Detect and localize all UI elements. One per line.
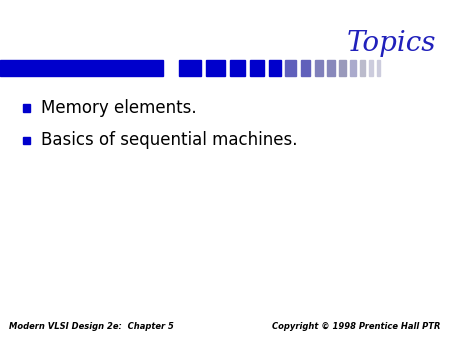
Bar [369,60,373,76]
Bar [315,60,323,76]
Bar [350,60,356,76]
Bar [22,104,30,112]
Bar [22,137,30,144]
Bar [360,60,364,76]
Bar [0,60,163,76]
Bar [301,60,310,76]
Text: Basics of sequential machines.: Basics of sequential machines. [41,131,298,149]
Bar [269,60,281,76]
Text: Memory elements.: Memory elements. [41,99,197,117]
Bar [285,60,296,76]
Bar [327,60,335,76]
Bar [179,60,201,76]
Text: Modern VLSI Design 2e:  Chapter 5: Modern VLSI Design 2e: Chapter 5 [9,322,174,331]
Text: Copyright © 1998 Prentice Hall PTR: Copyright © 1998 Prentice Hall PTR [273,322,441,331]
Text: Topics: Topics [347,30,436,57]
Bar [377,60,380,76]
Bar [250,60,264,76]
Bar [339,60,346,76]
Bar [206,60,225,76]
Bar [230,60,245,76]
